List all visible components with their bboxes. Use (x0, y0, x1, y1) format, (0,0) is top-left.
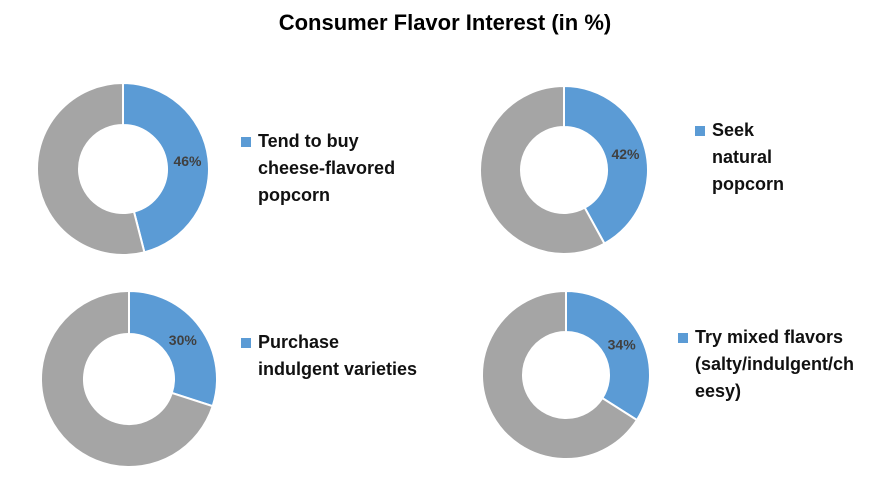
donut-chart-3: 34% (481, 289, 651, 460)
donut-slice-remainder (481, 289, 639, 460)
data-label: 42% (611, 146, 640, 162)
data-label: 34% (608, 336, 637, 352)
donut-slice-remainder (36, 81, 146, 256)
data-label: 30% (169, 332, 198, 348)
legend-swatch (678, 333, 688, 343)
donut-slice-value (128, 289, 218, 408)
donut-slice-remainder (479, 84, 606, 255)
data-label: 46% (173, 153, 202, 169)
legend-item: Purchase indulgent varieties (241, 329, 417, 383)
legend-swatch (241, 338, 251, 348)
donut-chart-2: 30% (40, 289, 218, 468)
legend-item: Seek natural popcorn (695, 117, 784, 198)
legend-label: Tend to buy cheese-flavored popcorn (258, 131, 396, 205)
legend-swatch (695, 126, 705, 136)
donut-slice-value (563, 84, 649, 245)
legend-item: Tend to buy cheese-flavored popcorn (241, 128, 395, 209)
legend-item: Try mixed flavors (salty/indulgent/ch ee… (678, 324, 854, 405)
donut-chart-1: 42% (479, 84, 649, 255)
legend-swatch (241, 137, 251, 147)
legend-label: Try mixed flavors (salty/indulgent/ch ee… (695, 327, 855, 401)
donut-slice-value (565, 289, 651, 422)
chart-title: Consumer Flavor Interest (in %) (278, 10, 612, 35)
legend-label: Purchase indulgent varieties (258, 332, 418, 379)
donut-slice-value (122, 81, 210, 254)
donut-chart-0: 46% (36, 81, 210, 256)
donut-slice-remainder (40, 289, 214, 468)
legend-label: Seek natural popcorn (712, 120, 784, 194)
